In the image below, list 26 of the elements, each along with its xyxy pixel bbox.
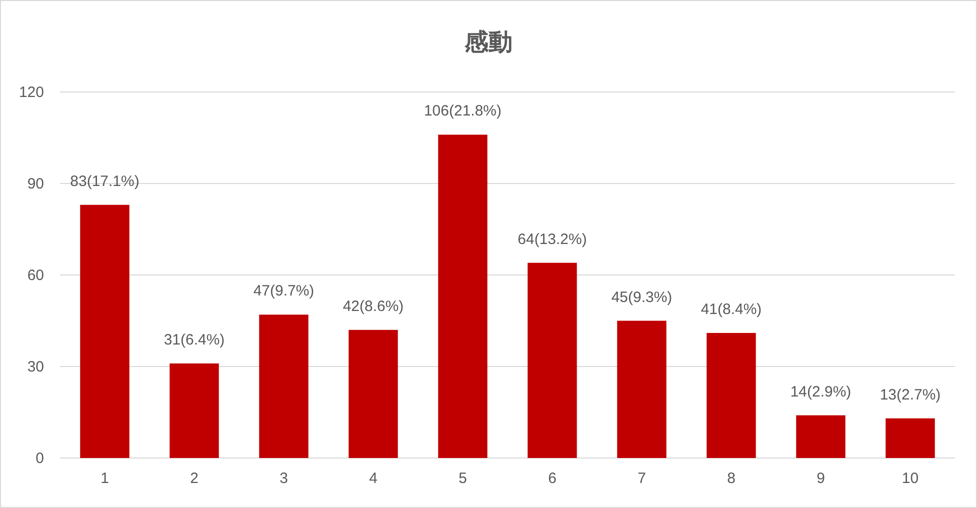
x-tick: 1 (100, 470, 109, 487)
x-tick: 9 (816, 470, 825, 487)
x-tick: 3 (280, 470, 288, 487)
data-label: 13(2.7%) (880, 386, 941, 404)
y-tick: 0 (36, 450, 44, 467)
x-tick: 8 (727, 470, 736, 487)
data-label: 14(2.9%) (790, 383, 852, 400)
data-label: 42(8.6%) (342, 298, 404, 315)
title: 感動 (464, 29, 512, 56)
y-tick: 120 (18, 84, 44, 101)
x-tick: 4 (369, 470, 378, 487)
data-label: 31(6.4%) (164, 331, 225, 348)
x-tick: 7 (638, 470, 646, 487)
data-label: 45(9.3%) (611, 288, 672, 306)
data-label: 106(21.8%) (424, 102, 502, 120)
x-tick: 2 (190, 470, 198, 487)
y-tick: 30 (27, 358, 44, 376)
x-tick: 5 (458, 470, 467, 487)
x-tick: 6 (548, 470, 556, 487)
data-label: 64(13.2%) (518, 230, 587, 248)
data-label: 47(9.7%) (253, 282, 314, 300)
data-label: 41(8.4%) (700, 300, 762, 318)
data-label: 83(17.1%) (70, 172, 140, 190)
x-tick: 10 (902, 470, 919, 487)
y-tick: 60 (27, 267, 44, 284)
y-tick: 90 (27, 176, 44, 192)
